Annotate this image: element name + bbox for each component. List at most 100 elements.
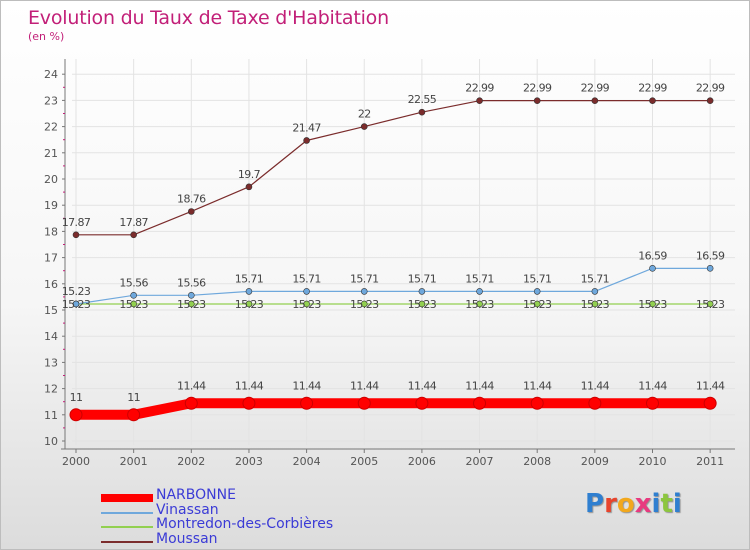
data-label: 17.87 bbox=[119, 216, 148, 229]
data-label: 15.23 bbox=[350, 298, 379, 311]
legend-swatch bbox=[101, 494, 153, 502]
data-label: 11.44 bbox=[638, 379, 667, 392]
data-label: 22 bbox=[358, 108, 371, 121]
data-label: 15.23 bbox=[696, 298, 725, 311]
data-point bbox=[188, 300, 195, 308]
data-label: 22.99 bbox=[523, 82, 552, 95]
data-point bbox=[72, 300, 80, 308]
y-tick-label: 14 bbox=[44, 330, 58, 343]
y-tick-label: 17 bbox=[44, 252, 58, 265]
data-label: 15.23 bbox=[177, 298, 206, 311]
data-point bbox=[418, 288, 426, 295]
data-label: 11.44 bbox=[235, 379, 264, 392]
data-label: 11.44 bbox=[465, 379, 494, 392]
x-tick-label: 2006 bbox=[408, 455, 436, 468]
data-point bbox=[646, 396, 659, 410]
data-label: 15.71 bbox=[292, 272, 321, 285]
x-tick-label: 2000 bbox=[62, 455, 90, 468]
data-point bbox=[245, 300, 253, 308]
data-point bbox=[418, 108, 426, 116]
data-label: 15.71 bbox=[523, 272, 552, 285]
x-tick-label: 2003 bbox=[235, 455, 263, 468]
data-point bbox=[72, 231, 80, 239]
y-tick-label: 16 bbox=[44, 278, 58, 291]
data-label: 15.23 bbox=[62, 298, 91, 311]
legend-label: Vinassan bbox=[156, 501, 219, 518]
y-tick-label: 21 bbox=[44, 147, 58, 160]
data-label: 15.71 bbox=[581, 272, 610, 285]
x-tick-label: 2001 bbox=[120, 455, 148, 468]
data-point bbox=[188, 292, 195, 299]
data-label: 11.44 bbox=[292, 379, 321, 392]
data-point bbox=[245, 183, 253, 191]
y-tick-label: 24 bbox=[44, 68, 58, 81]
data-point bbox=[703, 396, 717, 410]
data-label: 11 bbox=[127, 391, 140, 404]
data-label: 22.99 bbox=[696, 82, 725, 95]
x-tick-label: 2004 bbox=[293, 455, 321, 468]
data-point bbox=[360, 300, 368, 308]
data-label: 11.44 bbox=[408, 379, 437, 392]
data-point bbox=[649, 300, 656, 308]
chart-unit: (en %) bbox=[28, 30, 65, 43]
grid bbox=[72, 59, 735, 445]
data-point bbox=[303, 300, 310, 308]
data-label: 22.99 bbox=[465, 82, 494, 95]
data-label: 18.76 bbox=[177, 192, 206, 205]
data-label: 11.44 bbox=[581, 379, 610, 392]
x-tick-label: 2005 bbox=[350, 455, 378, 468]
x-tick-label: 2007 bbox=[466, 455, 494, 468]
y-tick-label: 22 bbox=[44, 121, 58, 134]
legend-swatch bbox=[101, 511, 153, 514]
x-tick-label: 2002 bbox=[177, 455, 205, 468]
data-point bbox=[591, 288, 599, 295]
y-tick-label: 12 bbox=[44, 383, 58, 396]
data-point bbox=[706, 265, 714, 272]
data-label: 15.71 bbox=[408, 272, 437, 285]
data-label: 11.44 bbox=[350, 379, 379, 392]
data-point bbox=[418, 300, 426, 308]
data-label: 15.23 bbox=[465, 298, 494, 311]
proxiti-logo: Proxiti bbox=[585, 489, 682, 519]
data-point bbox=[591, 97, 599, 104]
data-label: 16.59 bbox=[696, 249, 725, 262]
legend-label: Montredon-des-Corbières bbox=[156, 516, 334, 532]
data-point bbox=[360, 288, 368, 295]
data-label: 15.71 bbox=[350, 272, 379, 285]
data-label: 15.71 bbox=[465, 272, 494, 285]
data-point bbox=[360, 123, 368, 130]
data-point bbox=[242, 396, 256, 410]
data-point bbox=[530, 396, 544, 410]
data-label: 22.55 bbox=[408, 93, 437, 106]
data-point bbox=[130, 231, 137, 239]
data-point bbox=[533, 300, 541, 308]
data-point bbox=[473, 396, 487, 410]
data-label: 11.44 bbox=[696, 379, 725, 392]
data-point bbox=[415, 396, 429, 410]
data-label: 16.59 bbox=[638, 249, 667, 262]
data-point bbox=[188, 208, 195, 215]
data-point bbox=[706, 97, 714, 104]
data-label: 15.56 bbox=[177, 276, 206, 289]
data-point bbox=[476, 97, 483, 104]
data-point bbox=[303, 288, 310, 295]
data-label: 15.23 bbox=[62, 285, 91, 298]
data-point bbox=[706, 300, 714, 308]
data-point bbox=[245, 288, 253, 295]
data-label: 11.44 bbox=[523, 379, 552, 392]
y-tick-label: 15 bbox=[44, 304, 58, 317]
data-point bbox=[591, 300, 599, 308]
data-label: 21.47 bbox=[292, 121, 321, 134]
x-tick-label: 2009 bbox=[581, 455, 609, 468]
data-point bbox=[649, 265, 656, 272]
data-point bbox=[127, 408, 141, 422]
x-tick-label: 2008 bbox=[523, 455, 551, 468]
data-point bbox=[184, 396, 198, 410]
series-line-moussan bbox=[76, 100, 711, 236]
data-label: 15.23 bbox=[408, 298, 437, 311]
data-label: 11.44 bbox=[177, 379, 206, 392]
data-point bbox=[300, 396, 314, 410]
legend-label: Moussan bbox=[156, 530, 218, 547]
